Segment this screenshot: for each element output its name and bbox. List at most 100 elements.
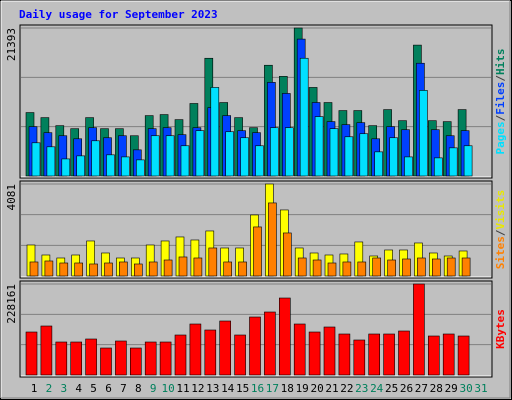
bar: [342, 261, 352, 277]
bar: [344, 136, 354, 177]
bar: [374, 151, 384, 177]
bar: [89, 263, 98, 277]
bar: [282, 232, 292, 277]
legend-entry: Sites: [494, 236, 507, 269]
bar: [338, 333, 351, 376]
bar: [240, 137, 249, 177]
bar: [31, 142, 41, 177]
legend: Sites/Visits: [494, 190, 507, 270]
legend-entry: Hits: [494, 49, 507, 76]
bar: [130, 347, 142, 376]
bar: [104, 262, 113, 277]
bar: [461, 257, 471, 277]
bar: [419, 90, 428, 177]
x-tick-label: 30: [459, 382, 472, 395]
bar: [268, 202, 277, 277]
bar: [308, 331, 321, 376]
bar: [91, 140, 100, 177]
bar: [223, 261, 232, 277]
y-tick-label: 228161: [5, 284, 18, 324]
legend-separator: /: [494, 75, 507, 82]
bar: [46, 146, 56, 177]
x-tick-label: 9: [150, 382, 157, 395]
bar: [144, 341, 157, 376]
bar: [255, 145, 264, 177]
bar: [383, 333, 395, 376]
x-tick-label: 2: [46, 382, 53, 395]
x-tick-label: 6: [105, 382, 112, 395]
bar: [180, 145, 190, 177]
bar: [442, 333, 455, 376]
x-tick-label: 23: [355, 382, 368, 395]
bar: [204, 329, 217, 376]
x-tick-label: 15: [236, 382, 249, 395]
x-tick-label: 10: [161, 382, 174, 395]
bar: [448, 147, 458, 177]
bar: [387, 259, 396, 277]
x-tick-label: 25: [385, 382, 398, 395]
bar: [297, 257, 307, 277]
bar: [314, 116, 324, 177]
bar: [234, 334, 246, 376]
x-tick-label: 24: [370, 382, 384, 395]
x-tick-label: 21: [325, 382, 338, 395]
bar: [433, 157, 443, 177]
x-tick-label: 11: [176, 382, 189, 395]
bar: [29, 261, 39, 277]
x-tick-label: 12: [191, 382, 204, 395]
bar: [178, 256, 188, 277]
bar: [59, 262, 69, 277]
bar: [398, 330, 410, 376]
x-tick-label: 17: [266, 382, 279, 395]
bar: [329, 128, 339, 177]
bar: [278, 297, 291, 376]
legend-entry: KBytes: [494, 309, 507, 349]
x-tick-label: 1: [31, 382, 38, 395]
bar: [165, 135, 175, 177]
x-tick-label: 28: [430, 382, 443, 395]
bar: [413, 283, 425, 376]
x-tick-label: 19: [296, 382, 309, 395]
bar: [327, 262, 337, 277]
bar: [193, 257, 203, 277]
x-tick-label: 3: [60, 382, 67, 395]
legend-separator: /: [494, 229, 507, 236]
bar: [270, 127, 279, 177]
bar: [25, 331, 38, 376]
x-tick-label: 26: [400, 382, 413, 395]
bar: [163, 259, 173, 277]
bar: [225, 131, 234, 177]
bar: [389, 137, 398, 177]
bar: [55, 341, 68, 376]
x-tick-label: 14: [221, 382, 235, 395]
x-tick-label: 5: [90, 382, 97, 395]
bar: [446, 257, 456, 277]
x-tick-label: 20: [310, 382, 323, 395]
bar: [119, 261, 128, 277]
bar: [136, 159, 145, 177]
y-tick-label: 21393: [5, 28, 18, 61]
bar: [106, 154, 115, 177]
legend-entry: Files: [494, 82, 507, 115]
bar: [85, 338, 97, 376]
bar: [174, 334, 187, 376]
x-tick-label: 8: [135, 382, 142, 395]
x-tick-label: 29: [445, 382, 458, 395]
x-tick-label: 13: [206, 382, 219, 395]
bar: [208, 247, 218, 277]
bar: [312, 259, 322, 277]
legend: Pages/Files/Hits: [494, 49, 507, 155]
bar: [70, 341, 82, 376]
x-tick-label: 22: [340, 382, 353, 395]
bar: [431, 258, 441, 277]
bar: [134, 263, 143, 277]
x-tick-label: 7: [120, 382, 127, 395]
y-tick-label: 4081: [5, 184, 18, 211]
bar: [323, 326, 336, 376]
bar: [76, 155, 85, 177]
x-tick-label: 18: [281, 382, 294, 395]
bar: [148, 261, 158, 277]
chart-title: Daily usage for September 2023: [19, 8, 218, 21]
bar: [219, 320, 231, 376]
bar: [100, 347, 112, 376]
